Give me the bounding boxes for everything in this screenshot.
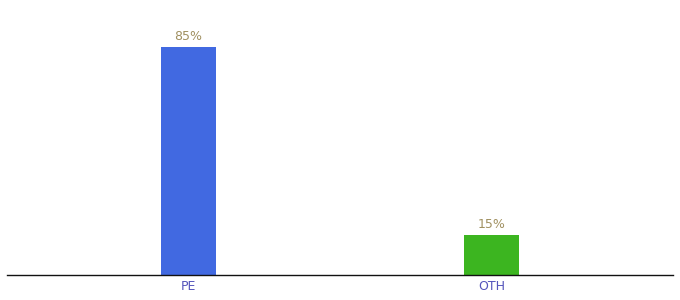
Text: 85%: 85% [175,30,203,43]
Bar [161,47,216,275]
Text: 15%: 15% [477,218,505,231]
Bar [464,235,519,275]
